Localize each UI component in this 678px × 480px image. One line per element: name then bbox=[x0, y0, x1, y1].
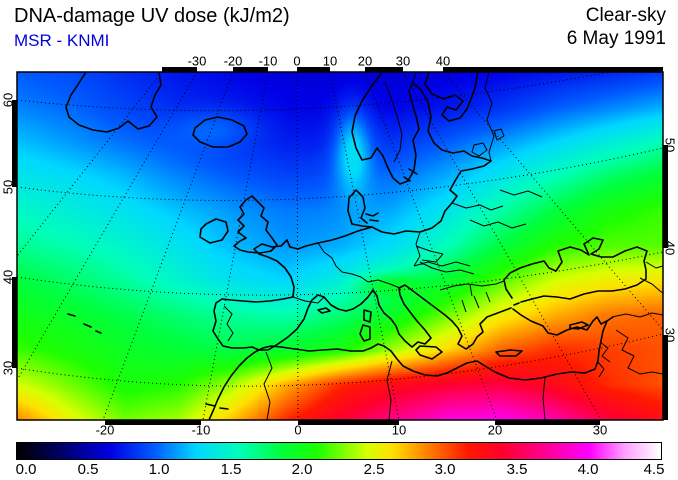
frame-tick-segment bbox=[495, 420, 600, 425]
left-axis-label: 60 bbox=[0, 92, 16, 108]
colorbar-tick-label: 4.5 bbox=[643, 461, 665, 478]
colorbar-tick-label: 2.0 bbox=[291, 461, 313, 478]
colorbar-tick-label: 3.0 bbox=[434, 461, 456, 478]
frame-tick-segment bbox=[233, 67, 268, 72]
right-axis-label: 50 bbox=[662, 137, 678, 153]
frame-tick-segment bbox=[12, 277, 17, 368]
frame-tick-segment bbox=[663, 145, 668, 248]
colorbar-tick-label: 2.5 bbox=[363, 461, 385, 478]
uv-dose-field-map bbox=[17, 72, 663, 420]
left-axis-label: 30 bbox=[0, 360, 16, 376]
top-axis-label: 0 bbox=[293, 53, 301, 69]
colorbar-tick-label: 3.5 bbox=[506, 461, 528, 478]
frame-tick-segment bbox=[297, 67, 330, 72]
frame-tick-segment bbox=[663, 335, 668, 420]
top-axis-label: -20 bbox=[223, 53, 243, 69]
coastlines bbox=[65, 72, 648, 420]
top-axis-label: -30 bbox=[187, 53, 207, 69]
top-axis-label: 20 bbox=[357, 53, 373, 69]
right-axis-label: 40 bbox=[662, 240, 678, 256]
bottom-axis-label: 0 bbox=[294, 422, 302, 438]
right-axis-label: 30 bbox=[662, 327, 678, 343]
frame-tick-segment bbox=[298, 420, 399, 425]
frame-tick-segment bbox=[105, 420, 201, 425]
colorbar-gradient bbox=[16, 442, 662, 460]
left-axis-label: 40 bbox=[0, 269, 16, 285]
frame-ticks bbox=[12, 67, 668, 425]
top-axis-label: 30 bbox=[395, 53, 411, 69]
colorbar-tick-label: 0.5 bbox=[77, 461, 99, 478]
top-axis-label: 40 bbox=[435, 53, 451, 69]
top-axis-label: -10 bbox=[258, 53, 278, 69]
bottom-axis-label: 30 bbox=[592, 422, 608, 438]
bottom-axis-label: -10 bbox=[191, 422, 211, 438]
map-frame bbox=[16, 71, 664, 421]
bottom-axis-label: -20 bbox=[95, 422, 115, 438]
left-axis-label: 50 bbox=[0, 179, 16, 195]
page-title: DNA-damage UV dose (kJ/m2) bbox=[14, 5, 290, 27]
country-borders bbox=[223, 72, 663, 420]
graticule bbox=[17, 72, 663, 420]
condition-label: Clear-sky bbox=[585, 5, 666, 26]
colorbar-tick-label: 1.5 bbox=[220, 461, 242, 478]
frame-tick-segment bbox=[162, 67, 197, 72]
colorbar-tick-label: 1.0 bbox=[148, 461, 170, 478]
frame-tick-segment bbox=[12, 100, 17, 187]
bottom-axis-label: 20 bbox=[487, 422, 503, 438]
date-label: 6 May 1991 bbox=[566, 28, 666, 49]
top-axis-label: 10 bbox=[322, 53, 338, 69]
frame-tick-segment bbox=[365, 67, 403, 72]
colorbar-tick-label: 4.0 bbox=[577, 461, 599, 478]
source-label: MSR - KNMI bbox=[14, 31, 110, 50]
bottom-axis-label: 10 bbox=[391, 422, 407, 438]
frame-tick-segment bbox=[443, 67, 663, 72]
colorbar-tick-label: 0.0 bbox=[15, 461, 37, 478]
